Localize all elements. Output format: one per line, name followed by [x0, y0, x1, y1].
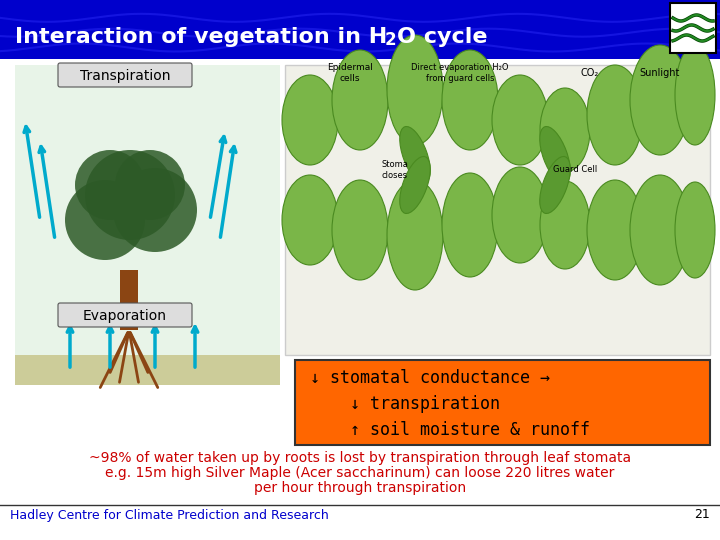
Text: O cycle: O cycle	[397, 27, 487, 47]
Text: Epidermal
cells: Epidermal cells	[327, 63, 373, 83]
Bar	[295, 360, 710, 445]
Bar	[15, 355, 280, 385]
Ellipse shape	[540, 157, 570, 213]
Ellipse shape	[675, 45, 715, 145]
Ellipse shape	[492, 75, 548, 165]
Text: Transpiration: Transpiration	[80, 69, 170, 83]
Ellipse shape	[630, 175, 690, 285]
Circle shape	[115, 150, 185, 220]
Ellipse shape	[387, 35, 443, 145]
FancyBboxPatch shape	[58, 63, 192, 87]
Bar	[285, 65, 710, 355]
Ellipse shape	[540, 181, 590, 269]
FancyBboxPatch shape	[58, 303, 192, 327]
Text: Direct evaporation H₂O
from guard cells: Direct evaporation H₂O from guard cells	[411, 63, 509, 83]
Text: Guard Cell: Guard Cell	[553, 165, 597, 174]
Ellipse shape	[442, 173, 498, 277]
Text: per hour through transpiration: per hour through transpiration	[254, 481, 466, 495]
Ellipse shape	[540, 126, 570, 184]
Text: Evaporation: Evaporation	[83, 309, 167, 323]
Ellipse shape	[282, 75, 338, 165]
Ellipse shape	[587, 65, 643, 165]
Bar	[670, 3, 716, 53]
Ellipse shape	[630, 45, 690, 155]
Bar	[0, 0, 720, 59]
Text: ↓ transpiration: ↓ transpiration	[310, 395, 500, 413]
Ellipse shape	[442, 50, 498, 150]
Bar	[15, 65, 280, 355]
Ellipse shape	[400, 126, 431, 184]
Ellipse shape	[332, 50, 388, 150]
Text: 21: 21	[694, 509, 710, 522]
Text: Sunlight: Sunlight	[640, 68, 680, 78]
Circle shape	[85, 150, 175, 240]
Text: ~98% of water taken up by roots is lost by transpiration through leaf stomata: ~98% of water taken up by roots is lost …	[89, 451, 631, 465]
Text: ↑ soil moisture & runoff: ↑ soil moisture & runoff	[310, 421, 590, 439]
Text: Stoma
closes: Stoma closes	[382, 160, 408, 180]
Ellipse shape	[332, 180, 388, 280]
Circle shape	[75, 150, 145, 220]
Ellipse shape	[587, 180, 643, 280]
Circle shape	[65, 180, 145, 260]
Text: Interaction of vegetation in H: Interaction of vegetation in H	[15, 27, 387, 47]
Text: e.g. 15m high Silver Maple (Acer saccharinum) can loose 220 litres water: e.g. 15m high Silver Maple (Acer sacchar…	[105, 466, 615, 480]
Ellipse shape	[540, 88, 590, 172]
Ellipse shape	[400, 157, 431, 213]
Text: CO₂: CO₂	[581, 68, 599, 78]
Ellipse shape	[675, 182, 715, 278]
Ellipse shape	[492, 167, 548, 263]
Ellipse shape	[387, 180, 443, 290]
Text: Hadley Centre for Climate Prediction and Research: Hadley Centre for Climate Prediction and…	[10, 509, 329, 522]
Text: 2: 2	[385, 31, 397, 49]
Circle shape	[113, 168, 197, 252]
Text: ↓ stomatal conductance →: ↓ stomatal conductance →	[310, 369, 550, 387]
Ellipse shape	[282, 175, 338, 265]
Bar	[120, 270, 138, 330]
